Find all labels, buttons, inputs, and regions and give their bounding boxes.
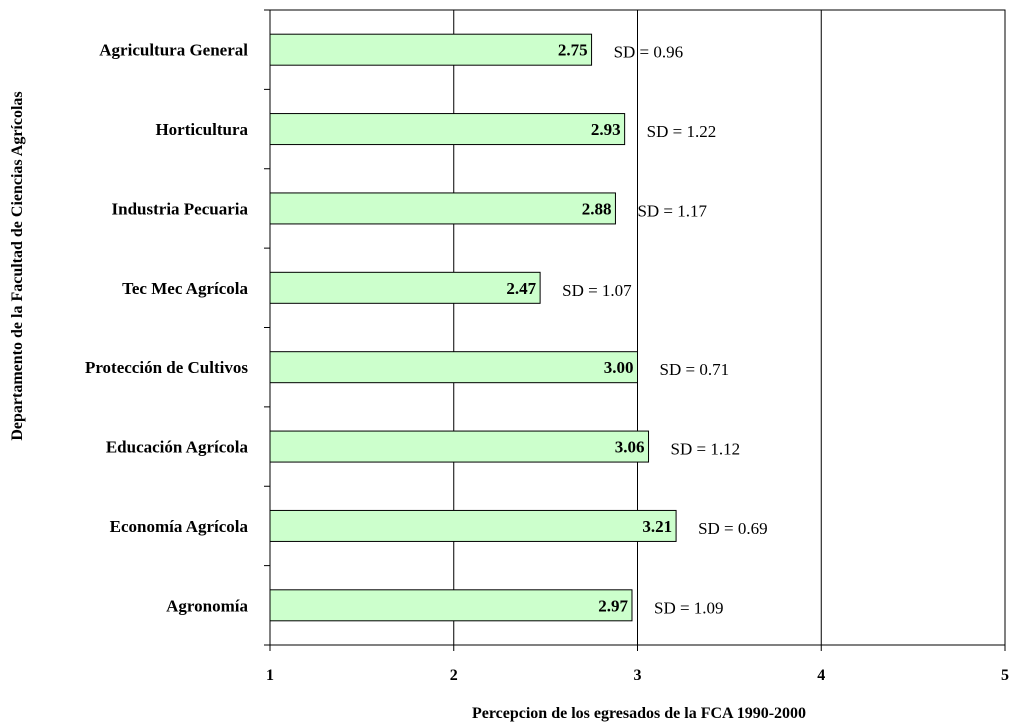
bar bbox=[269, 589, 633, 622]
sd-label: SD = 1.12 bbox=[671, 440, 741, 459]
category-label: Tec Mec Agrícola bbox=[122, 279, 248, 298]
x-axis-title: Percepcion de los egresados de la FCA 19… bbox=[472, 705, 806, 722]
sd-label: SD = 1.09 bbox=[654, 598, 724, 617]
sd-label: SD = 1.17 bbox=[637, 201, 707, 220]
axes bbox=[264, 9, 1006, 651]
value-label: 2.88 bbox=[582, 199, 612, 218]
bar bbox=[269, 430, 650, 463]
value-label: 3.00 bbox=[604, 358, 634, 377]
category-label: Economía Agrícola bbox=[110, 517, 249, 536]
bar bbox=[269, 351, 638, 384]
sd-label: SD = 0.71 bbox=[660, 360, 730, 379]
sd-label: SD = 0.96 bbox=[614, 43, 684, 62]
bar bbox=[269, 113, 626, 146]
bar bbox=[269, 192, 616, 225]
category-label: Protección de Cultivos bbox=[85, 358, 248, 377]
sd-label: SD = 0.69 bbox=[698, 519, 768, 538]
gridlines bbox=[453, 10, 822, 645]
value-label: 2.75 bbox=[558, 41, 588, 60]
category-label: Agronomía bbox=[166, 596, 248, 615]
x-tick-label: 2 bbox=[450, 667, 458, 684]
value-label: 2.47 bbox=[506, 279, 536, 298]
value-label: 2.97 bbox=[598, 596, 628, 615]
sd-label: SD = 1.07 bbox=[562, 281, 632, 300]
category-label: Industria Pecuaria bbox=[112, 199, 249, 218]
value-label: 3.21 bbox=[642, 517, 672, 536]
labels: 1 2 3 4 5 Agricultura General 2.75 SD = 0.96 Hor… bbox=[85, 41, 1009, 684]
value-label: 3.06 bbox=[615, 438, 645, 457]
bars bbox=[269, 33, 677, 622]
x-tick-label: 5 bbox=[1001, 667, 1009, 684]
sd-label: SD = 1.22 bbox=[647, 122, 717, 141]
bar bbox=[269, 33, 593, 66]
x-tick-label: 1 bbox=[266, 667, 274, 684]
bar bbox=[269, 509, 677, 542]
y-axis-title: Departamento de la Facultad de Ciencias … bbox=[9, 91, 26, 440]
x-tick-label: 4 bbox=[817, 667, 825, 684]
category-label: Agricultura General bbox=[99, 41, 248, 60]
category-label: Horticultura bbox=[155, 120, 248, 139]
category-label: Educación Agrícola bbox=[106, 438, 249, 457]
value-label: 2.93 bbox=[591, 120, 621, 139]
x-tick-label: 3 bbox=[634, 667, 642, 684]
bar bbox=[269, 271, 541, 304]
